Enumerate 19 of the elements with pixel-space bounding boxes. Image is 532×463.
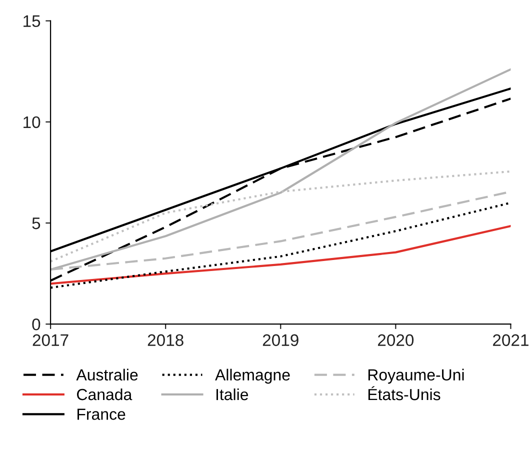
x-tick-label: 2021 (493, 334, 528, 346)
line-series (50, 225, 511, 285)
y-tick-label: 0 (32, 318, 40, 330)
x-tick-label: 2019 (262, 334, 298, 346)
y-tick-label: 15 (24, 15, 40, 28)
y-tick-label: 5 (32, 218, 40, 230)
legend-label: Italie (216, 388, 248, 400)
legend-label: États-Unis (368, 386, 440, 400)
y-tick-label: 10 (24, 116, 40, 128)
x-tick-label: 2020 (378, 334, 414, 346)
line-series (50, 68, 511, 271)
legend-label: Allemagne (215, 368, 290, 384)
x-tick-label: 2018 (148, 334, 184, 346)
x-tick-label: 2017 (32, 334, 68, 346)
line-series (50, 170, 511, 262)
legend-label: France (78, 408, 126, 420)
legend-label: Canada (77, 388, 132, 400)
legend-label: Royaume-Uni (368, 368, 464, 384)
legend-label: Australie (76, 368, 138, 381)
